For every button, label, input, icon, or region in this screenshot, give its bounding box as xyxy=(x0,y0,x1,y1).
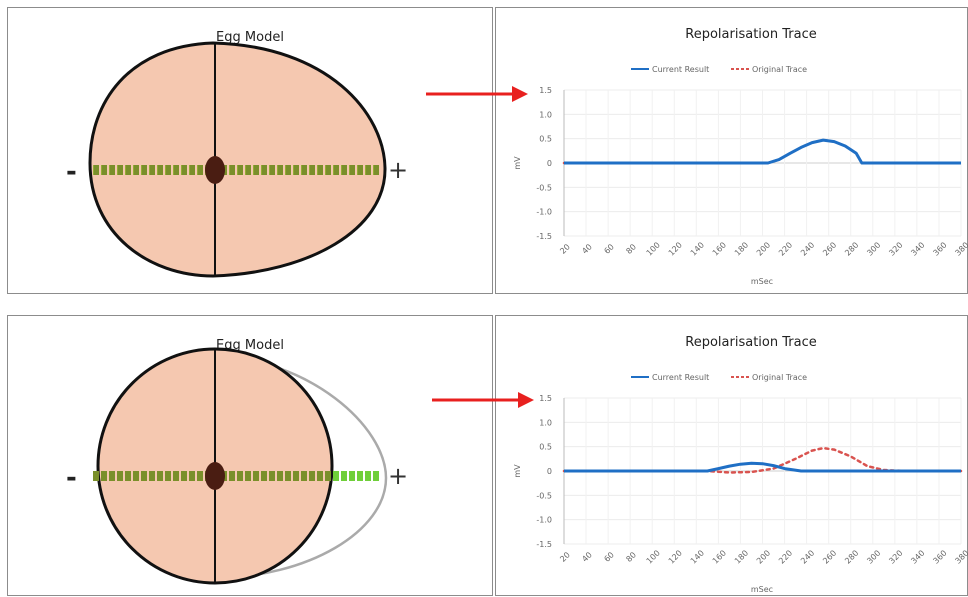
repolarisation-trace-panel-bottom: Repolarisation Trace Current Result Origin… xyxy=(495,315,968,596)
x-tick-label: 220 xyxy=(777,548,794,565)
chart-title: Repolarisation Trace xyxy=(685,335,816,350)
egg-model-title: Egg Model xyxy=(216,30,284,45)
egg-model-panel-bottom: Egg Model - + xyxy=(7,315,493,596)
x-tick-label: 120 xyxy=(667,240,684,257)
chart-title: Repolarisation Trace xyxy=(685,27,816,42)
red-arrow-bottom xyxy=(432,392,534,408)
y-axis-label: mV xyxy=(513,464,522,478)
x-tick-label: 380 xyxy=(953,548,968,565)
y-tick-label: -1.5 xyxy=(536,232,552,241)
y-tick-label: -1.5 xyxy=(536,540,552,549)
y-axis-label: mV xyxy=(513,156,522,170)
y-tick-label: 0 xyxy=(547,467,552,476)
y-tick-label: -1.0 xyxy=(536,208,552,217)
y-tick-label: 1.5 xyxy=(539,86,552,95)
x-tick-label: 240 xyxy=(799,548,816,565)
original-egg-outline xyxy=(211,354,388,580)
x-tick-label: 220 xyxy=(777,240,794,257)
egg-model-panel-top: Egg Model - + xyxy=(7,7,493,294)
x-tick-label: 380 xyxy=(953,240,968,257)
x-tick-label: 60 xyxy=(602,550,616,564)
y-tick-label: 1.0 xyxy=(539,110,552,119)
x-tick-label: 300 xyxy=(865,548,882,565)
legend-label: Original Trace xyxy=(752,373,807,382)
x-tick-label: 340 xyxy=(909,240,926,257)
x-tick-label: 60 xyxy=(602,242,616,256)
x-tick-label: 280 xyxy=(843,240,860,257)
positive-pole-label: + xyxy=(388,156,408,184)
x-tick-label: 200 xyxy=(755,548,772,565)
y-tick-label: -1.0 xyxy=(536,516,552,525)
x-tick-label: 180 xyxy=(733,240,750,257)
x-tick-label: 200 xyxy=(755,240,772,257)
x-tick-label: 40 xyxy=(580,242,594,256)
x-tick-label: 360 xyxy=(931,240,948,257)
x-tick-label: 160 xyxy=(711,548,728,565)
x-axis-label: mSec xyxy=(751,585,773,594)
x-tick-label: 340 xyxy=(909,548,926,565)
y-tick-label: 1.0 xyxy=(539,418,552,427)
legend-label: Current Result xyxy=(652,65,709,74)
egg-model-graphic: - + xyxy=(66,41,408,278)
repolarisation-trace-chart: Repolarisation Trace Current Result Origin… xyxy=(513,27,968,286)
red-arrow-top xyxy=(426,86,528,102)
y-tick-label: -0.5 xyxy=(536,183,552,192)
x-tick-label: 320 xyxy=(887,548,904,565)
egg-model-graphic: - + xyxy=(66,347,408,585)
repolarisation-trace-chart: Repolarisation Trace Current Result Origin… xyxy=(513,335,968,594)
x-tick-label: 260 xyxy=(821,240,838,257)
x-tick-label: 100 xyxy=(645,548,662,565)
x-tick-label: 20 xyxy=(558,242,572,256)
x-tick-label: 180 xyxy=(733,548,750,565)
series-line-current-result xyxy=(564,461,961,473)
negative-pole-label: - xyxy=(66,463,77,493)
egg-shape xyxy=(88,41,387,278)
positive-pole-label: + xyxy=(388,462,408,490)
series-line-current-result xyxy=(564,138,961,165)
y-tick-label: 1.5 xyxy=(539,394,552,403)
x-tick-label: 100 xyxy=(645,240,662,257)
x-tick-label: 280 xyxy=(843,548,860,565)
x-tick-label: 20 xyxy=(558,550,572,564)
x-tick-label: 120 xyxy=(667,548,684,565)
x-tick-label: 360 xyxy=(931,548,948,565)
y-tick-label: 0.5 xyxy=(539,135,552,144)
x-tick-label: 140 xyxy=(689,240,706,257)
legend-label: Original Trace xyxy=(752,65,807,74)
x-tick-label: 160 xyxy=(711,240,728,257)
negative-pole-label: - xyxy=(66,157,77,187)
x-tick-label: 320 xyxy=(887,240,904,257)
x-tick-label: 140 xyxy=(689,548,706,565)
series-line-original-trace xyxy=(562,446,963,474)
x-tick-label: 240 xyxy=(799,240,816,257)
y-tick-label: 0.5 xyxy=(539,443,552,452)
y-tick-label: -0.5 xyxy=(536,491,552,500)
x-tick-label: 80 xyxy=(624,242,638,256)
x-tick-label: 80 xyxy=(624,550,638,564)
x-tick-label: 40 xyxy=(580,550,594,564)
x-tick-label: 300 xyxy=(865,240,882,257)
x-tick-label: 260 xyxy=(821,548,838,565)
egg-nucleus xyxy=(205,462,225,490)
x-axis-label: mSec xyxy=(751,277,773,286)
repolarisation-trace-panel-top: Repolarisation Trace Current Result Origin… xyxy=(495,7,968,294)
egg-nucleus xyxy=(205,156,225,184)
legend-label: Current Result xyxy=(652,373,709,382)
y-tick-label: 0 xyxy=(547,159,552,168)
